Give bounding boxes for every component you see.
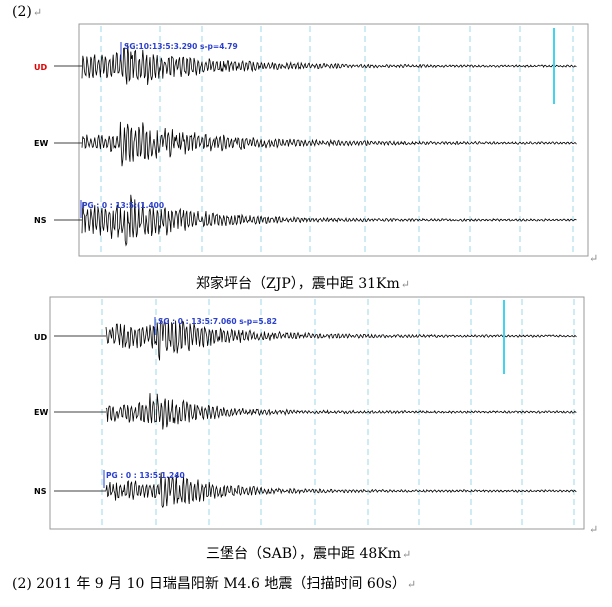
panel-2-ew-trace bbox=[105, 393, 577, 430]
panel-1-sg-pick-label: SG:10:13:5:3.290 s-p=4.79 bbox=[124, 42, 238, 51]
panel-1-ew-trace bbox=[81, 121, 577, 167]
panel-1-ud-label: UD bbox=[34, 63, 47, 72]
panel-2-caption: 三堡台（SAB），震中距 48Km↵ bbox=[206, 546, 412, 562]
panel-1-end-mark: ↵ bbox=[589, 252, 599, 265]
panel-1-pg-pick-label: PG : 0 : 13:5:(1.400 bbox=[82, 201, 164, 210]
panel-1-caption: 郑家坪台（ZJP），震中距 31Km↵ bbox=[196, 276, 410, 292]
panel-1-ew-label: EW bbox=[34, 139, 48, 148]
section-label: (2)↵ bbox=[12, 4, 43, 20]
figure-caption: (2) 2011 年 9 月 10 日瑞昌阳新 M4.6 地震（扫描时间 60s… bbox=[12, 576, 417, 592]
panel-2-ns-trace bbox=[105, 472, 577, 509]
panel-2-ew-label: EW bbox=[34, 408, 48, 417]
panel-2-frame bbox=[49, 296, 585, 530]
panel-2-ns-label: NS bbox=[34, 487, 47, 496]
panel-2-ud-trace bbox=[105, 318, 577, 361]
waveform-traces bbox=[54, 44, 577, 509]
panel-2-sg-pick-label: SG : 0 : 13:5:7.060 s-p=5.82 bbox=[158, 317, 277, 326]
panel-1-ud-trace bbox=[81, 44, 577, 85]
panel-2-end-mark: ↵ bbox=[589, 523, 599, 536]
panel-2-ud-label: UD bbox=[34, 333, 47, 342]
panel-1-ns-label: NS bbox=[34, 216, 47, 225]
panel-2-pg-pick-label: PG : 0 : 13:5:1.240 bbox=[106, 471, 185, 480]
panel-1-ns-trace bbox=[81, 194, 577, 247]
panel-1-frame bbox=[78, 23, 589, 257]
